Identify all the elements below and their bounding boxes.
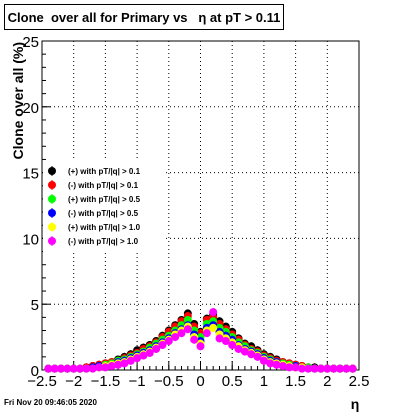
data-point [69,364,78,373]
legend-marker [48,167,56,175]
legend-marker [48,223,56,231]
legend-label: (+) with pT/|q| > 0.5 [68,195,141,204]
data-point [63,364,72,373]
data-point [310,364,319,373]
x-tick-label: 2 [323,373,331,390]
data-point [82,364,91,373]
data-point [297,364,306,373]
data-point [196,342,205,351]
legend-box [43,161,163,253]
data-point [234,344,243,353]
data-point [259,356,268,365]
data-point [329,364,338,373]
data-point [209,323,218,332]
legend-marker [48,209,56,217]
data-point [228,340,237,349]
y-tick-label: 5 [31,297,39,314]
y-tick-label: 0 [31,363,39,380]
x-tick-label: −0.5 [154,373,184,390]
data-point [272,360,281,369]
data-point [114,360,123,369]
data-point [126,356,135,365]
x-tick-label: −2.5 [27,373,57,390]
data-point [202,329,211,338]
y-tick-label: 20 [22,100,39,117]
data-point [50,364,59,373]
y-axis-ticks: 0 5 10 15 20 25 [22,34,51,380]
data-point [266,359,275,368]
legend: (+) with pT/|q| > 0.1 (-) with pT/|q| > 0… [43,161,163,253]
data-point [107,362,116,371]
legend-marker [48,237,56,245]
data-point [342,364,351,373]
data-point [215,334,224,343]
data-point [88,364,97,373]
data-point [209,308,218,317]
legend-label: (-) with pT/|q| > 0.5 [68,209,139,218]
data-point [101,363,110,372]
data-point [158,340,167,349]
data-point [76,364,85,373]
footer-date: Fri Nov 20 09:46:05 2020 [4,398,97,407]
data-point [348,364,357,373]
legend-marker [48,181,56,189]
legend-label: (-) with pT/|q| > 1.0 [68,237,139,246]
y-tick-label: 10 [22,231,39,248]
data-point [291,363,300,372]
data-point [278,362,287,371]
data-point [120,359,129,368]
y-tick-label: 25 [22,34,39,51]
x-tick-label: 2.5 [349,373,370,390]
x-axis-ticks: −2.5 −2 −1.5 −1 −0.5 0 0.5 1 1.5 2 2.5 [27,361,369,390]
data-point [323,364,332,373]
data-point [221,337,230,346]
x-tick-label: 1.5 [285,373,306,390]
x-tick-label: 0 [196,373,204,390]
legend-label: (-) with pT/|q| > 0.1 [68,181,139,190]
legend-label: (+) with pT/|q| > 0.1 [68,167,141,176]
legend-label: (+) with pT/|q| > 1.0 [68,223,141,232]
series-group [44,308,357,373]
data-point [316,364,325,373]
data-points [44,308,357,373]
data-point [177,329,186,338]
data-point [44,364,53,373]
data-point [57,364,66,373]
x-tick-label: −2 [65,373,82,390]
data-point [152,344,161,353]
x-tick-label: −1.5 [91,373,121,390]
data-point [171,333,180,342]
data-point [285,363,294,372]
y-axis-label: Clone over all (%) [10,42,26,159]
x-tick-label: −1 [129,373,146,390]
data-point [247,350,256,359]
y-tick-label: 15 [22,166,39,183]
data-point [95,363,104,372]
data-point [164,337,173,346]
data-point [145,348,154,357]
data-point [183,325,192,334]
data-point [335,364,344,373]
data-point [190,335,199,344]
legend-marker [48,195,56,203]
x-tick-label: 0.5 [222,373,243,390]
x-axis-label: η [351,396,360,412]
data-point [139,351,148,360]
chart-title: Clone over all for Primary vs η at pT > … [4,4,284,30]
data-point [304,364,313,373]
data-point [253,352,262,361]
data-point [240,347,249,356]
x-tick-label: 1 [260,373,268,390]
data-point [133,354,142,363]
